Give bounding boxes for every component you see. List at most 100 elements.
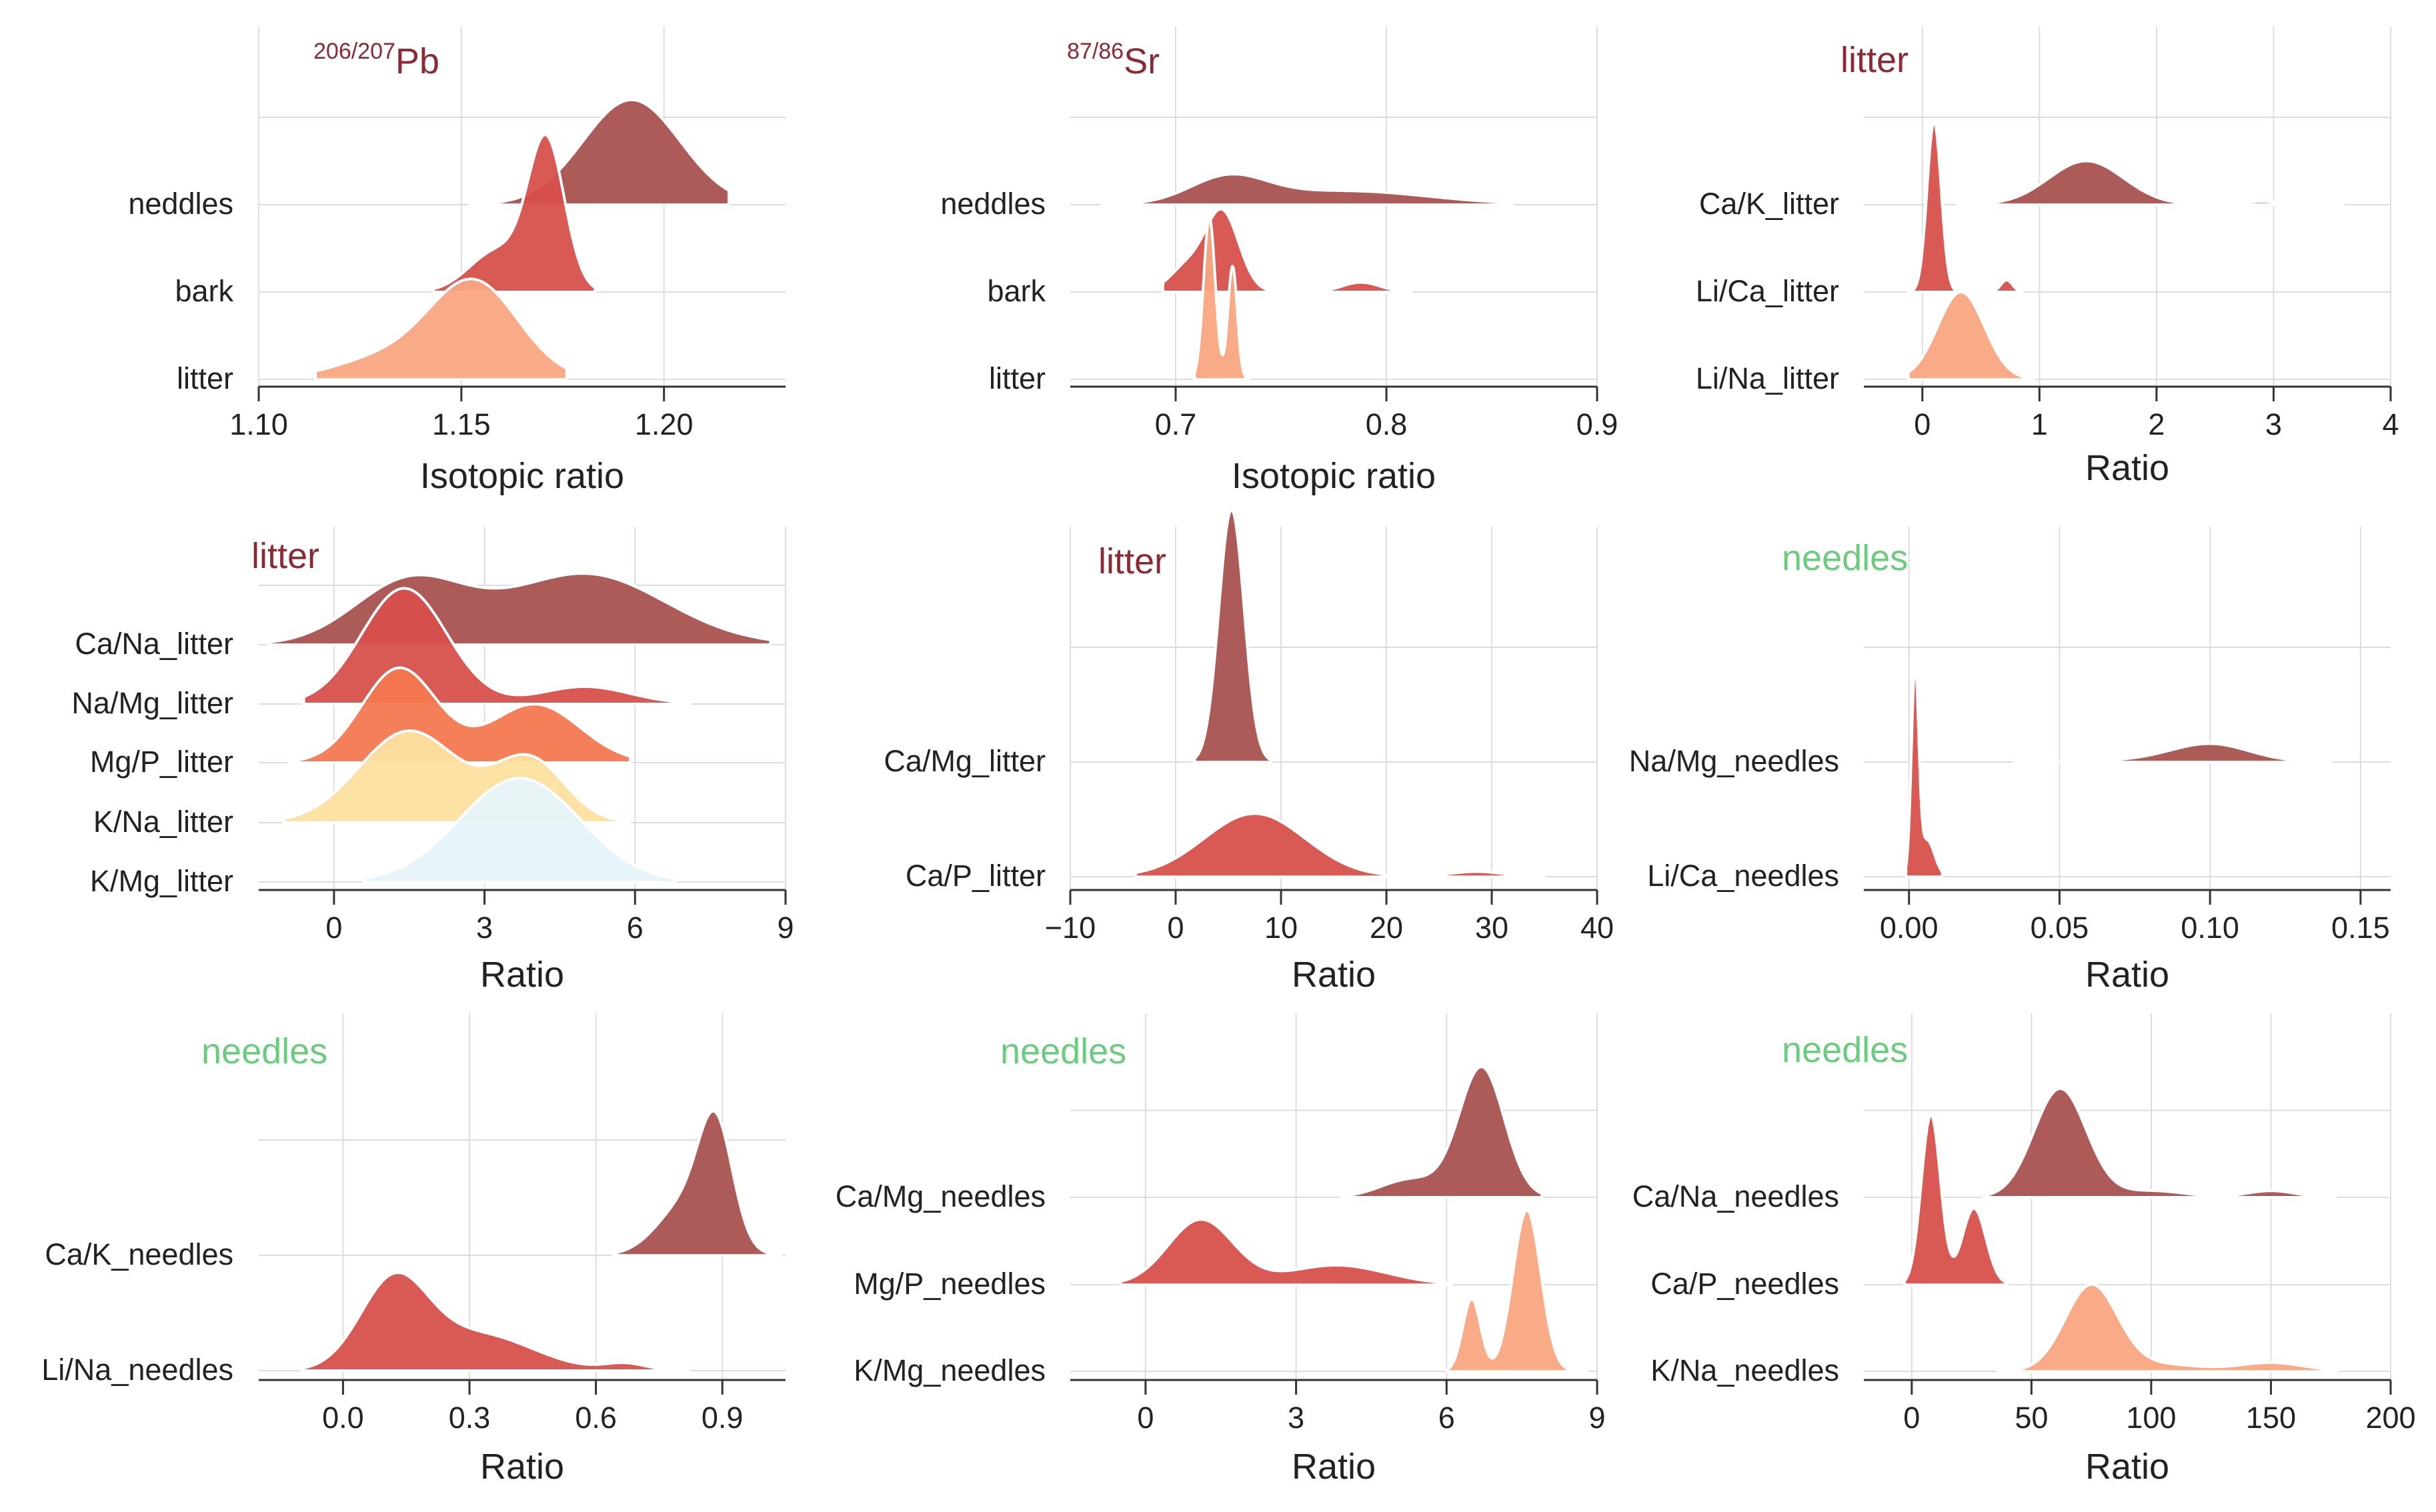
row-label-k-mg-needles: K/Mg_needles xyxy=(854,1353,1046,1387)
ridge-mg-p-needles xyxy=(1119,1218,1453,1286)
x-tick-label: 40 xyxy=(1580,911,1614,945)
row-label-ca-mg-needles: Ca/Mg_needles xyxy=(836,1179,1046,1213)
x-tick-label: 0.10 xyxy=(2181,911,2239,945)
x-tick-label: 0.05 xyxy=(2031,911,2089,945)
ridge-k-mg-litter xyxy=(363,777,677,883)
ridge-litter xyxy=(314,277,568,381)
x-tick-label: 1.10 xyxy=(229,407,288,441)
x-tick-label: 3 xyxy=(476,911,493,945)
x-axis-title: Ratio xyxy=(480,1447,564,1487)
x-tick-label: 0 xyxy=(1137,1401,1154,1435)
x-tick-label: 150 xyxy=(2246,1401,2296,1435)
x-axis: 0 1 2 3 4 xyxy=(1864,385,2399,441)
x-axis-title: Ratio xyxy=(1292,955,1376,995)
panel-title: needles xyxy=(1782,1030,1908,1070)
x-axis: 0 3 6 9 xyxy=(1070,1379,1606,1435)
row-label-li-na-needles: Li/Na_needles xyxy=(41,1353,233,1387)
ridge-li-na-litter xyxy=(1907,291,2035,381)
row-label-k-na-needles: K/Na_needles xyxy=(1650,1353,1839,1387)
x-tick-label: 0.7 xyxy=(1155,407,1197,441)
x-axis: 0.0 0.3 0.6 0.9 xyxy=(259,1379,786,1435)
ridge-na-mg-needles xyxy=(2013,742,2332,763)
panel-title: needles xyxy=(1782,538,1908,578)
x-tick-label: 200 xyxy=(2365,1401,2415,1435)
row-label-li-na-litter: Li/Na_litter xyxy=(1696,361,1839,395)
row-label-k-mg-litter: K/Mg_litter xyxy=(90,864,233,898)
panel-title-superscript: 87/86 xyxy=(1067,39,1124,64)
x-tick-label: 6 xyxy=(627,911,644,945)
x-tick-label: 0.9 xyxy=(702,1401,744,1435)
x-tick-label: 0.8 xyxy=(1366,407,1408,441)
ridge-ca-p-litter xyxy=(1134,812,1546,878)
row-label-na-mg-needles: Na/Mg_needles xyxy=(1629,744,1839,778)
row-label-ca-k-needles: Ca/K_needles xyxy=(45,1237,233,1271)
x-tick-label: 1.15 xyxy=(432,407,491,441)
panel-title: litter xyxy=(1841,40,1909,80)
x-tick-label: 0 xyxy=(325,911,342,945)
ridge-k-na-needles xyxy=(1997,1283,2339,1373)
row-label-ca-mg-litter: Ca/Mg_litter xyxy=(884,744,1046,778)
x-tick-label: 0.6 xyxy=(575,1401,617,1435)
ridge-ca-mg-litter xyxy=(1193,508,1272,763)
ridge-k-mg-needles xyxy=(1445,1209,1588,1373)
x-tick-label: 100 xyxy=(2126,1401,2176,1435)
x-tick-label: 1 xyxy=(2031,407,2048,441)
x-tick-label: 0 xyxy=(1903,1401,1920,1435)
x-tick-label: 1.20 xyxy=(635,407,694,441)
panel-title: needles xyxy=(1000,1031,1126,1071)
x-tick-label: 20 xyxy=(1370,911,1403,945)
x-tick-label: 0.00 xyxy=(1880,911,1939,945)
panel-title: 87/86Sr xyxy=(1067,39,1160,81)
x-axis-title: Ratio xyxy=(480,955,564,995)
ridge-neddles xyxy=(1100,173,1514,206)
x-tick-label: 0 xyxy=(1167,911,1184,945)
ridge-mg-p-litter xyxy=(287,666,632,764)
x-axis-title: Isotopic ratio xyxy=(420,456,624,496)
row-label-ca-k-litter: Ca/K_litter xyxy=(1699,187,1839,221)
x-axis-title: Ratio xyxy=(2085,448,2169,488)
x-axis: 0 50 100 150 200 xyxy=(1864,1379,2416,1435)
x-tick-label: 3 xyxy=(1288,1401,1304,1435)
x-axis: 0 3 6 9 xyxy=(259,889,794,945)
x-tick-label: 2 xyxy=(2148,407,2165,441)
row-label-k-na-litter: K/Na_litter xyxy=(93,805,233,839)
row-label-ca-na-needles: Ca/Na_needles xyxy=(1632,1179,1839,1213)
ridge-ca-k-litter xyxy=(1956,159,2345,206)
x-tick-label: 0 xyxy=(1914,407,1931,441)
x-tick-label: 0.15 xyxy=(2331,911,2390,945)
x-axis-title: Ratio xyxy=(2085,955,2169,995)
row-label-neddles: neddles xyxy=(940,187,1046,221)
x-tick-label: −10 xyxy=(1045,911,1096,945)
x-axis-title: Ratio xyxy=(1292,1447,1376,1487)
panel-title: needles xyxy=(201,1031,327,1071)
x-tick-label: 0.0 xyxy=(322,1401,364,1435)
ridge-neddles xyxy=(468,98,730,206)
x-tick-label: 0.3 xyxy=(449,1401,491,1435)
ridge-li-na-needles xyxy=(299,1271,690,1372)
ridge-li-ca-needles xyxy=(1905,663,1944,878)
ridge-ca-mg-needles xyxy=(1340,1065,1544,1199)
x-axis-title: Isotopic ratio xyxy=(1232,456,1436,496)
x-tick-label: 0.9 xyxy=(1576,407,1618,441)
row-label-ca-p-litter: Ca/P_litter xyxy=(906,859,1046,893)
x-tick-label: 4 xyxy=(2382,407,2399,441)
ridge-ca-k-needles xyxy=(611,1109,783,1257)
row-label-li-ca-litter: Li/Ca_litter xyxy=(1696,274,1839,308)
panel-title: litter xyxy=(251,536,319,576)
row-label-litter: litter xyxy=(177,361,233,395)
ridge-ca-p-needles xyxy=(1903,1113,2009,1286)
row-label-li-ca-needles: Li/Ca_needles xyxy=(1647,859,1839,893)
panel-title-element: Sr xyxy=(1124,41,1160,81)
row-label-neddles: neddles xyxy=(128,187,233,221)
row-label-ca-p-needles: Ca/P_needles xyxy=(1650,1267,1839,1301)
panel-title: litter xyxy=(1098,541,1166,581)
